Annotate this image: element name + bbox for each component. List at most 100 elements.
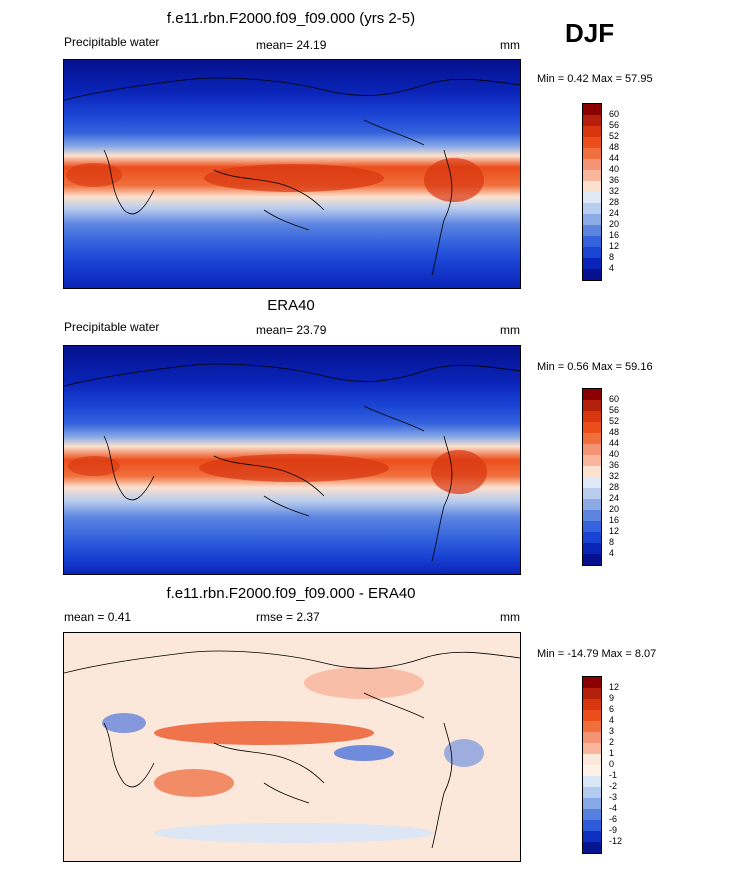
colorbar-tick-label: 20 [609,504,620,514]
colorbar-swatch [583,765,601,776]
colorbar-tick-label: 1 [609,748,615,758]
colorbar-swatch [583,510,601,521]
colorbar-tick-label: 48 [609,427,620,437]
colorbar-tick-label: 60 [609,394,620,404]
colorbar-tick-label: 16 [609,515,620,525]
panel-1-minmax: Min = 0.42 Max = 57.95 [537,73,653,85]
panel-2-mean: mean= 23.79 [256,323,327,337]
colorbar-swatch [583,148,601,159]
colorbar-tick-label: 36 [609,460,620,470]
colorbar-tick-label: -3 [609,792,618,802]
colorbar-tick-label: 8 [609,537,615,547]
colorbar-tick-label: 52 [609,131,620,141]
colorbar-swatch [583,543,601,554]
colorbar-swatch [583,203,601,214]
panel-2-colorbar [582,388,602,566]
colorbar-tick-label: 20 [609,219,620,229]
colorbar-tick-label: 6 [609,704,615,714]
colorbar-tick-label: 3 [609,726,615,736]
colorbar-swatch [583,455,601,466]
colorbar-swatch [583,214,601,225]
colorbar-tick-label: 4 [609,715,615,725]
panel-2-title: ERA40 [267,297,315,314]
colorbar-tick-label: -6 [609,814,618,824]
colorbar-swatch [583,688,601,699]
colorbar-swatch [583,389,601,400]
colorbar-swatch [583,721,601,732]
colorbar-tick-label: 8 [609,252,615,262]
panel-2-map [63,345,521,575]
colorbar-swatch [583,466,601,477]
colorbar-tick-label: 24 [609,208,620,218]
panel-3-map [63,632,521,862]
colorbar-tick-label: -12 [609,836,623,846]
colorbar-tick-label: 28 [609,197,620,207]
colorbar-tick-label: 44 [609,438,620,448]
colorbar-swatch [583,488,601,499]
colorbar-tick-label: 32 [609,186,620,196]
colorbar-swatch [583,126,601,137]
colorbar-swatch [583,743,601,754]
colorbar-tick-label: 28 [609,482,620,492]
colorbar-tick-label: 32 [609,471,620,481]
colorbar-swatch [583,269,601,280]
colorbar-tick-label: 0 [609,759,615,769]
colorbar-swatch [583,842,601,853]
colorbar-tick-label: -2 [609,781,618,791]
colorbar-swatch [583,411,601,422]
colorbar-swatch [583,159,601,170]
colorbar-swatch [583,820,601,831]
colorbar-swatch [583,225,601,236]
colorbar-swatch [583,521,601,532]
colorbar-swatch [583,532,601,543]
panel-1-title: f.e11.rbn.F2000.f09_f09.000 (yrs 2-5) [166,10,416,27]
panel-3-rmse: rmse = 2.37 [256,610,320,624]
colorbar-swatch [583,192,601,203]
colorbar-swatch [583,776,601,787]
colorbar-swatch [583,170,601,181]
panel-1-map [63,59,521,289]
colorbar-swatch [583,104,601,115]
colorbar-tick-label: -4 [609,803,618,813]
colorbar-swatch [583,115,601,126]
colorbar-tick-label: -9 [609,825,618,835]
colorbar-swatch [583,798,601,809]
colorbar-tick-label: 4 [609,263,615,273]
colorbar-tick-label: 12 [609,241,620,251]
colorbar-swatch [583,444,601,455]
colorbar-swatch [583,754,601,765]
colorbar-swatch [583,732,601,743]
season-label: DJF [565,18,615,48]
colorbar-swatch [583,433,601,444]
colorbar-swatch [583,787,601,798]
colorbar-swatch [583,554,601,565]
colorbar-tick-label: 12 [609,682,620,692]
colorbar-swatch [583,236,601,247]
colorbar-swatch [583,710,601,721]
colorbar-tick-label: 9 [609,693,615,703]
colorbar-swatch [583,247,601,258]
panel-1-left-label: Precipitable water [64,35,160,49]
colorbar-swatch [583,137,601,148]
colorbar-swatch [583,181,601,192]
colorbar-swatch [583,677,601,688]
colorbar-swatch [583,831,601,842]
colorbar-tick-label: 4 [609,548,615,558]
colorbar-tick-label: 24 [609,493,620,503]
panel-3-colorbar [582,676,602,854]
colorbar-tick-label: -1 [609,770,618,780]
colorbar-swatch [583,400,601,411]
colorbar-tick-label: 44 [609,153,620,163]
colorbar-tick-label: 12 [609,526,620,536]
panel-1-mean: mean= 24.19 [256,38,327,52]
colorbar-tick-label: 40 [609,449,620,459]
colorbar-tick-label: 48 [609,142,620,152]
panel-3-title: f.e11.rbn.F2000.f09_f09.000 - ERA40 [166,585,416,602]
colorbar-swatch [583,422,601,433]
panel-3-mean: mean = 0.41 [64,610,132,624]
colorbar-swatch [583,499,601,510]
colorbar-tick-label: 60 [609,109,620,119]
panel-1-colorbar [582,103,602,281]
colorbar-swatch [583,258,601,269]
colorbar-tick-label: 56 [609,405,620,415]
